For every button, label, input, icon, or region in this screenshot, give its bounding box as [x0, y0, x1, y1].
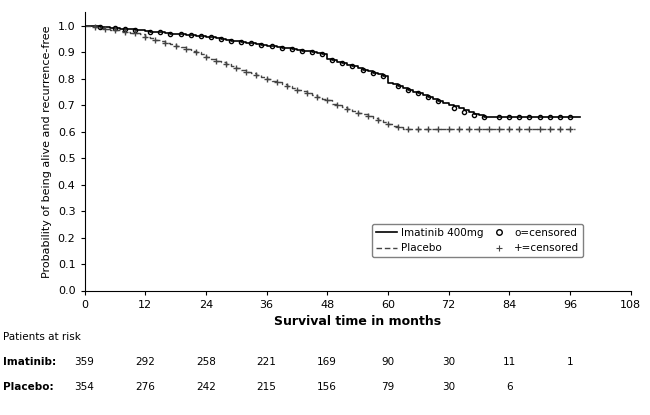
Text: 258: 258	[196, 357, 216, 367]
Y-axis label: Probability of being alive and recurrence-free: Probability of being alive and recurrenc…	[42, 25, 52, 278]
Text: 292: 292	[135, 357, 155, 367]
Text: 156: 156	[317, 382, 337, 392]
Text: Patients at risk: Patients at risk	[3, 332, 81, 342]
X-axis label: Survival time in months: Survival time in months	[274, 315, 441, 328]
Text: 169: 169	[317, 357, 337, 367]
Text: Imatinib:: Imatinib:	[3, 357, 57, 367]
Text: Placebo:: Placebo:	[3, 382, 54, 392]
Text: 30: 30	[442, 357, 455, 367]
Text: 215: 215	[257, 382, 276, 392]
Text: 90: 90	[382, 357, 395, 367]
Text: 359: 359	[75, 357, 94, 367]
Text: 11: 11	[502, 357, 516, 367]
Text: 221: 221	[257, 357, 276, 367]
Text: 30: 30	[442, 382, 455, 392]
Text: 6: 6	[506, 382, 512, 392]
Text: 242: 242	[196, 382, 216, 392]
Text: 79: 79	[381, 382, 395, 392]
Text: 276: 276	[135, 382, 155, 392]
Legend: Imatinib 400mg, Placebo, o=censored, +=censored: Imatinib 400mg, Placebo, o=censored, +=c…	[372, 224, 583, 257]
Text: 1: 1	[567, 357, 573, 367]
Text: 354: 354	[75, 382, 94, 392]
